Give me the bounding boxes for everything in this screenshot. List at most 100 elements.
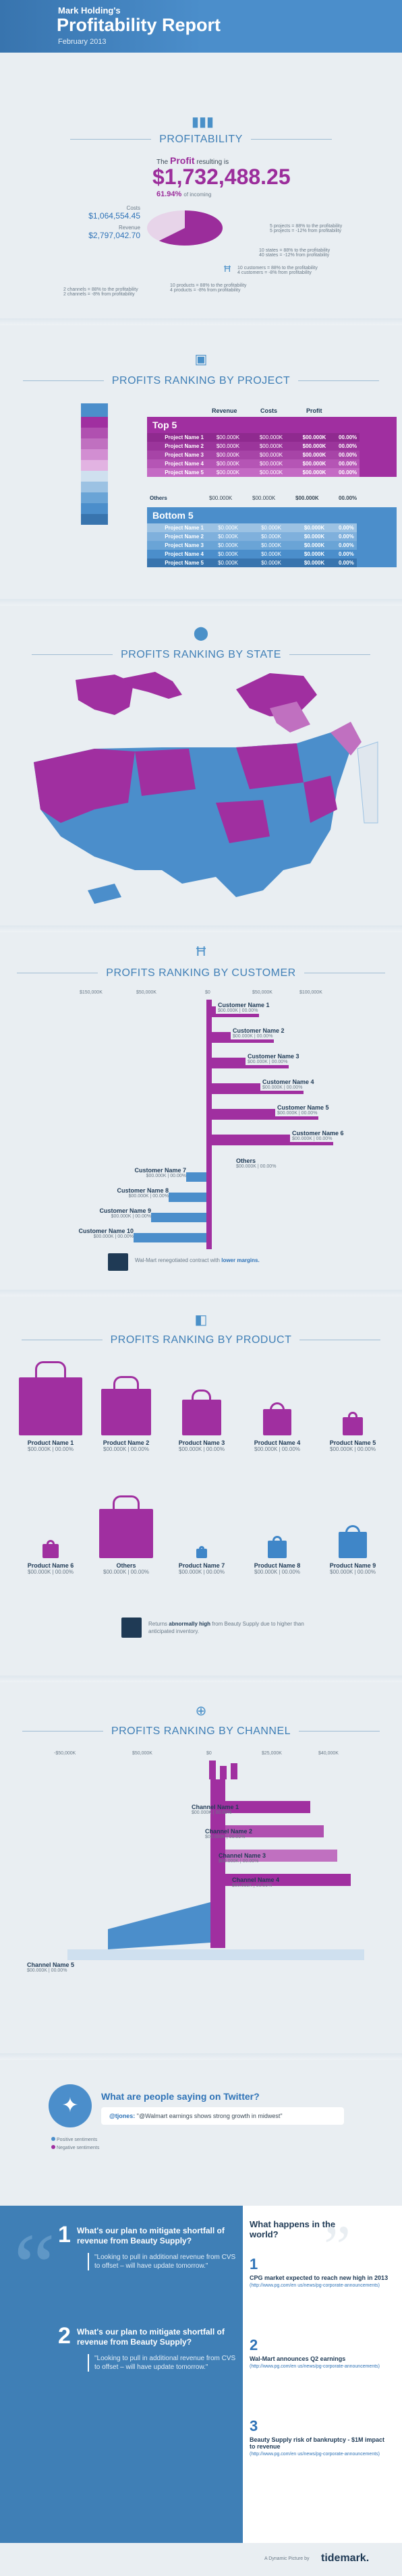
project-row: Project Name 1 $00.000K $00.000K $00.000K 00… [147,433,360,442]
products-section: ◧ PROFITS RANKING BY PRODUCT Product Nam… [0,1311,402,1662]
project-row: Project Name 3 $0.000K $0.000K $0.000K 0.00% [147,541,357,550]
handshake-icon [108,1253,128,1271]
shopping-bag-icon [182,1389,221,1435]
tweet-bubble: @tjones: "@Walmart earnings shows strong… [101,2107,344,2125]
world-item-link[interactable]: (http://www.pg.com/en us/news/pg-corpora… [250,2364,380,2369]
project-row: Project Name 2 $00.000K $00.000K $00.000K 00… [147,442,360,451]
channel-bar-2 [225,1825,324,1837]
product-label: Product Name 9 $00.000K | 00.00% [329,1562,376,1575]
shopping-bag-icon [99,1495,153,1558]
shopping-bag-icon [100,1376,152,1435]
customer-bar-negative [151,1213,206,1222]
stat-projects: 5 projects = 88% to the profitability 5 … [270,224,343,233]
qa-item: 2 What's our plan to mitigate shortfall o… [58,2323,236,2372]
customer-label: Customer Name 6 $00.000K | 00.00% [290,1129,346,1142]
product-label: Others $00.000K | 00.00% [103,1562,149,1575]
canada-region-west [121,672,182,699]
legend-negative: Negative sentiments [51,2145,99,2150]
costs-block: Costs $1,064,554.45 [88,205,140,221]
section-title-states: PROFITS RANKING BY STATE [0,649,402,661]
us-map: +$0.00K+$0.00K+$0.00K+$0.00K+$0.00K+$0.0… [34,672,378,904]
project-row: Project Name 5 $0.000K $0.000K $0.000K 0.00% [147,559,357,567]
channel-label: Channel Name 2 $00.000K | 00.00% [205,1828,253,1839]
channel-label: Channel Name 1 $00.000K | 00.00% [192,1804,239,1815]
twitter-section: ✦ What are people saying on Twitter? @tj… [0,2078,402,2199]
states-section: ⬤ PROFITS RANKING BY STATE +$0.00K+$0.00… [0,625,402,928]
product-note: Returns abnormally high from Beauty Supp… [121,1616,337,1643]
megaphone-icon [121,1618,142,1638]
company-name: Mark Holding's [58,5,121,16]
project-row: Project Name 1 $0.000K $0.000K $0.000K 0.00% [147,523,357,532]
alaska-shape [76,675,134,715]
section-title-products: PROFITS RANKING BY PRODUCT [0,1334,402,1346]
customers-section: Ħ PROFITS RANKING BY CUSTOMER $150,000K … [0,944,402,1282]
twitter-bird-icon: ✦ [49,2084,92,2127]
world-item: 1 CPG market expected to reach new high i… [250,2256,391,2288]
world-item: 2 Wal-Mart announces Q2 earnings (http://w… [250,2337,391,2369]
customer-label: Customer Name 9 $00.000K | 00.00% [99,1207,151,1219]
channel-label: Channel Name 3 $00.000K | 00.00% [219,1852,266,1864]
customer-bar-negative [169,1193,206,1202]
project-row: Project Name 4 $0.000K $0.000K $0.000K 0.00% [147,550,357,559]
world-title: What happens in the world? [250,2219,336,2239]
project-funnel [81,403,108,545]
channel-axis: -$50,000K $50,000K $0 $25,000K $40,000K [54,1751,339,1756]
channel-label: Channel Name 4 $00.000K | 00.00% [232,1877,280,1888]
world-item-link[interactable]: (http://www.pg.com/en us/news/pg-corpora… [250,2283,380,2288]
shopping-bag-icon [42,1539,59,1558]
mountain-states [135,749,196,796]
project-row: Project Name 3 $00.000K $00.000K $00.000K 00… [147,451,360,459]
profit-percent: 61.94% of incoming [156,190,212,198]
customer-others-label: Others $00.000K | 00.00% [236,1157,277,1169]
channel-negative-label: Channel Name 5 $00.000K | 00.00% [27,1962,75,1973]
section-title-customers: PROFITS RANKING BY CUSTOMER [0,967,402,979]
customer-label: Customer Name 5 $00.000K | 00.00% [275,1104,331,1116]
chimney-1 [209,1761,216,1779]
southeast-states [304,776,337,823]
shopping-bag-icon [262,1402,292,1435]
product-label: Product Name 3 $00.000K | 00.00% [178,1439,225,1452]
great-lakes-region [270,702,310,733]
location-pin-icon: ⬤ [193,626,209,641]
shopping-bag-icon: ◧ [194,1313,208,1327]
report-date: February 2013 [58,38,107,46]
report-title: Profitability Report [57,15,221,35]
customer-label: Customer Name 4 $00.000K | 00.00% [260,1078,316,1091]
others-project-row: Others $00.000K $00.000K $00.000K 00.00% [150,495,357,501]
shopping-bag-icon [267,1536,287,1558]
product-label: Product Name 8 $00.000K | 00.00% [254,1562,301,1575]
briefcase-icon: ▣ [194,352,208,367]
positive-dot-icon [51,2137,55,2141]
footer: A Dynamic Picture by tidemark. [0,2543,402,2576]
customer-label: Customer Name 1 $00.000K | 00.00% [216,1001,272,1014]
channel-bar-1 [225,1801,310,1813]
channels-section: ⊕ PROFITS RANKING BY CHANNEL -$50,000K $… [0,1702,402,2047]
bottom-projects-rows: Project Name 1 $0.000K $0.000K $0.000K 0.00%… [147,523,357,567]
shopping-bag-icon [19,1361,82,1435]
channel-stem [210,1779,225,1948]
customer-label: Customer Name 8 $00.000K | 00.00% [117,1187,169,1199]
product-label: Product Name 5 $00.000K | 00.00% [329,1439,376,1452]
revenue-block: Revenue $2,797,042.70 [88,225,140,240]
profit-label: The Profit resulting is [156,155,229,166]
product-label: Product Name 1 $00.000K | 00.00% [27,1439,74,1452]
south-central-states [216,800,270,843]
footer-brand[interactable]: tidemark. [321,2552,370,2564]
project-row: Project Name 5 $00.000K $00.000K $00.000K 00… [147,468,360,477]
customer-icon: Ħ [224,263,231,274]
channel-bar-negative [108,1902,210,1949]
quote-icon-light: ” [324,2214,351,2281]
profitability-section: ▮▮▮ PROFITABILITY The Profit resulting i… [0,107,402,282]
customer-label: Customer Name 2 $00.000K | 00.00% [231,1027,287,1039]
shopping-bag-icon [343,1411,363,1435]
twitter-question: What are people saying on Twitter? [101,2091,260,2102]
west-states [34,749,135,823]
chimney-2 [220,1766,227,1779]
product-label: Product Name 6 $00.000K | 00.00% [27,1562,74,1575]
profit-pie-chart [147,210,223,246]
customer-label: Customer Name 7 $00.000K | 00.00% [134,1167,186,1178]
shopping-bag-icon [338,1524,368,1558]
pie-profit-slice [159,210,223,246]
world-item-link[interactable]: (http://www.pg.com/en us/news/pg-corpora… [250,2452,380,2457]
footer-prefix: A Dynamic Picture by [264,2556,310,2561]
